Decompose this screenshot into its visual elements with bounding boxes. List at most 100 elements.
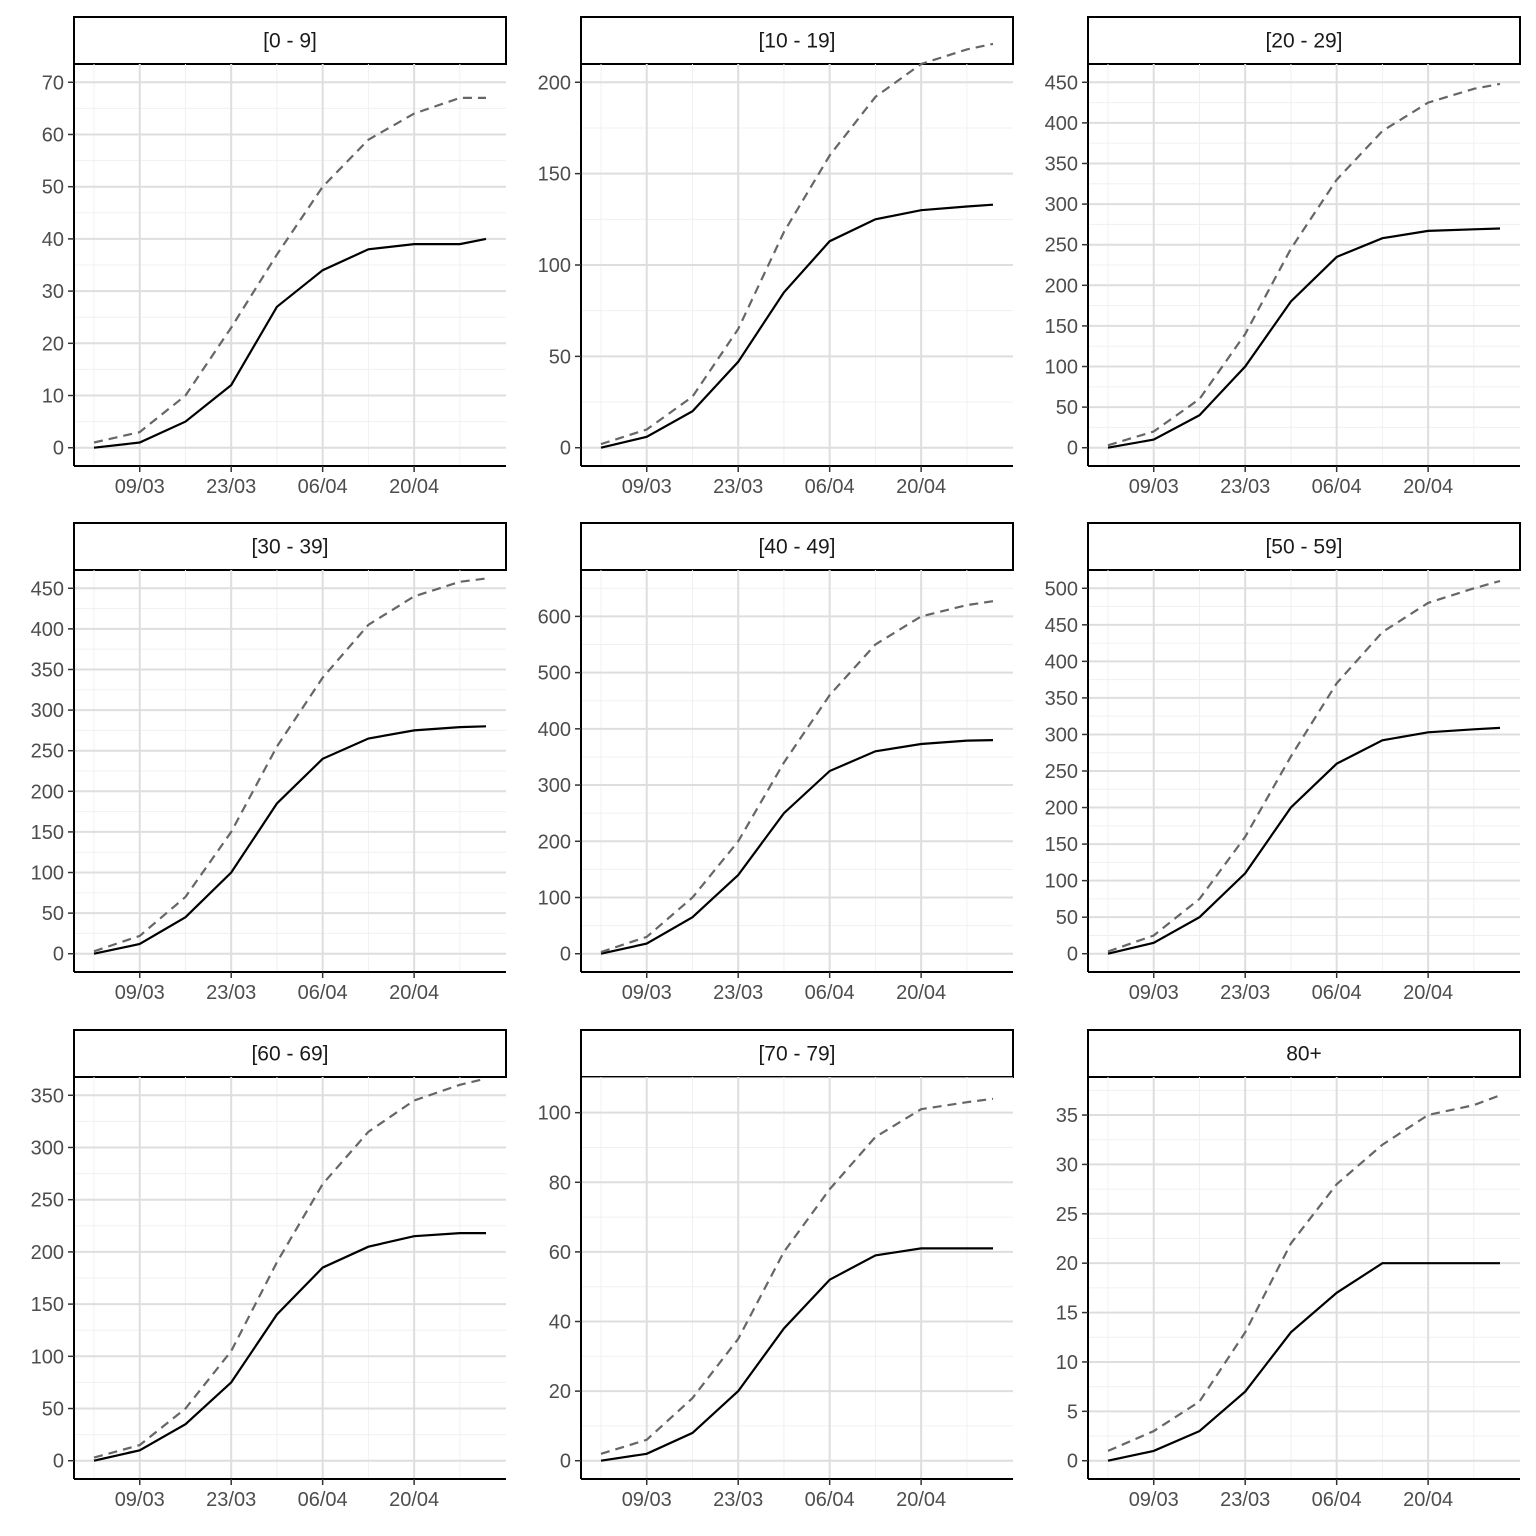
x-tick-label: 23/03	[713, 982, 763, 1004]
y-tick-label: 100	[538, 255, 571, 277]
y-tick-label: 70	[42, 72, 64, 94]
dashed-series-line	[1107, 579, 1501, 953]
facet-title: [70 - 79]	[758, 1043, 835, 1066]
y-tick-label: 10	[42, 386, 64, 408]
y-tick-label: 50	[42, 177, 64, 199]
y-tick-label: 300	[31, 1137, 64, 1159]
y-tick-label: 20	[1056, 1253, 1078, 1275]
x-tick-label: 20/04	[1403, 476, 1453, 498]
y-tick-label: 40	[549, 1312, 571, 1334]
y-tick-label: 400	[1045, 113, 1078, 135]
facet-panel: [60 - 69] 0 50 100 150 200 250 300 350 09/03 23/03…	[31, 1029, 507, 1511]
x-tick-label: 06/04	[298, 982, 348, 1004]
x-tick-label: 23/03	[1220, 1489, 1270, 1511]
y-tick-label: 450	[1045, 615, 1078, 637]
x-tick-label: 09/03	[1129, 1489, 1179, 1511]
y-tick-label: 30	[1056, 1154, 1078, 1176]
y-tick-label: 0	[53, 944, 64, 966]
facet-panel: [30 - 39] 0 50 100 150 200 250 300 350 400 450 09/0…	[31, 522, 507, 1004]
facet-title: [20 - 29]	[1265, 30, 1342, 53]
solid-series-line	[93, 237, 487, 449]
y-tick-label: 0	[560, 944, 571, 966]
y-tick-label: 0	[53, 1451, 64, 1473]
x-tick-label: 09/03	[1129, 476, 1179, 498]
y-tick-label: 40	[42, 229, 64, 251]
y-tick-label: 150	[1045, 316, 1078, 338]
x-tick-label: 20/04	[389, 476, 439, 498]
facet-strip	[1087, 1029, 1521, 1078]
x-tick-label: 06/04	[805, 1489, 855, 1511]
y-tick-label: 25	[1056, 1204, 1078, 1226]
y-tick-label: 0	[560, 438, 571, 460]
y-tick-label: 150	[538, 164, 571, 186]
y-tick-label: 250	[1045, 235, 1078, 257]
dashed-series-line	[93, 577, 487, 953]
y-tick-label: 60	[42, 124, 64, 146]
y-tick-label: 150	[31, 1294, 64, 1316]
solid-series-line	[1107, 227, 1501, 449]
x-tick-label: 23/03	[206, 982, 256, 1004]
x-tick-label: 20/04	[389, 982, 439, 1004]
x-tick-label: 09/03	[1129, 982, 1179, 1004]
y-tick-label: 35	[1056, 1105, 1078, 1127]
x-tick-label: 23/03	[206, 1489, 256, 1511]
x-tick-label: 09/03	[622, 982, 672, 1004]
y-tick-label: 100	[1045, 357, 1078, 379]
y-tick-label: 30	[42, 281, 64, 303]
y-tick-label: 20	[42, 333, 64, 355]
y-tick-label: 50	[42, 903, 64, 925]
y-tick-label: 100	[1045, 871, 1078, 893]
x-tick-label: 20/04	[389, 1489, 439, 1511]
facet-panel: [40 - 49] 0 100 200 300 400 500 600 09/03 23/03 06…	[538, 522, 1014, 1004]
y-tick-label: 150	[31, 822, 64, 844]
x-tick-label: 20/04	[896, 476, 946, 498]
x-tick-label: 09/03	[115, 982, 165, 1004]
y-tick-label: 80	[549, 1172, 571, 1194]
y-tick-label: 50	[1056, 397, 1078, 419]
y-tick-label: 0	[1067, 944, 1078, 966]
x-tick-label: 23/03	[713, 1489, 763, 1511]
y-tick-label: 350	[31, 659, 64, 681]
x-tick-label: 23/03	[206, 476, 256, 498]
y-tick-label: 100	[538, 888, 571, 910]
y-tick-label: 0	[1067, 1451, 1078, 1473]
facet-panel: [50 - 59] 0 50 100 150 200 250 300 350 400 450 500 0…	[1045, 522, 1521, 1004]
y-tick-label: 200	[31, 1242, 64, 1264]
solid-series-line	[600, 739, 994, 955]
x-tick-label: 23/03	[1220, 476, 1270, 498]
y-tick-label: 100	[31, 1346, 64, 1368]
dashed-series-line	[1107, 1094, 1501, 1452]
y-tick-label: 300	[538, 775, 571, 797]
y-tick-label: 500	[1045, 578, 1078, 600]
y-tick-label: 50	[549, 346, 571, 368]
solid-series-line	[93, 1231, 486, 1462]
y-tick-label: 350	[31, 1085, 64, 1107]
x-tick-label: 06/04	[805, 982, 855, 1004]
y-tick-label: 50	[1056, 907, 1078, 929]
x-tick-label: 09/03	[115, 1489, 165, 1511]
x-tick-label: 06/04	[1312, 476, 1362, 498]
dashed-series-line	[600, 1097, 994, 1455]
y-tick-label: 200	[1045, 798, 1078, 820]
facet-panel: [10 - 19] 0 50 100 150 200 09/03 23/03 06/04 20/0…	[538, 16, 1014, 498]
x-tick-label: 06/04	[805, 476, 855, 498]
x-tick-label: 06/04	[298, 476, 348, 498]
y-tick-label: 100	[538, 1103, 571, 1125]
y-tick-label: 200	[538, 72, 571, 94]
y-tick-label: 500	[538, 663, 571, 685]
x-tick-label: 20/04	[896, 982, 946, 1004]
y-tick-label: 15	[1056, 1303, 1078, 1325]
x-tick-label: 09/03	[622, 476, 672, 498]
solid-series-line	[1107, 726, 1501, 955]
facet-panel: [0 - 9] 0 10 20 30 40 50 60 70 09/03 23/03 06/04 20/…	[42, 16, 507, 498]
y-tick-label: 200	[538, 831, 571, 853]
y-tick-label: 400	[31, 619, 64, 641]
x-tick-label: 06/04	[1312, 1489, 1362, 1511]
y-tick-label: 450	[31, 578, 64, 600]
facet-title: [50 - 59]	[1265, 536, 1342, 559]
facet-strip	[580, 16, 1014, 65]
y-tick-label: 10	[1056, 1352, 1078, 1374]
x-tick-label: 20/04	[1403, 982, 1453, 1004]
x-tick-label: 09/03	[115, 476, 165, 498]
